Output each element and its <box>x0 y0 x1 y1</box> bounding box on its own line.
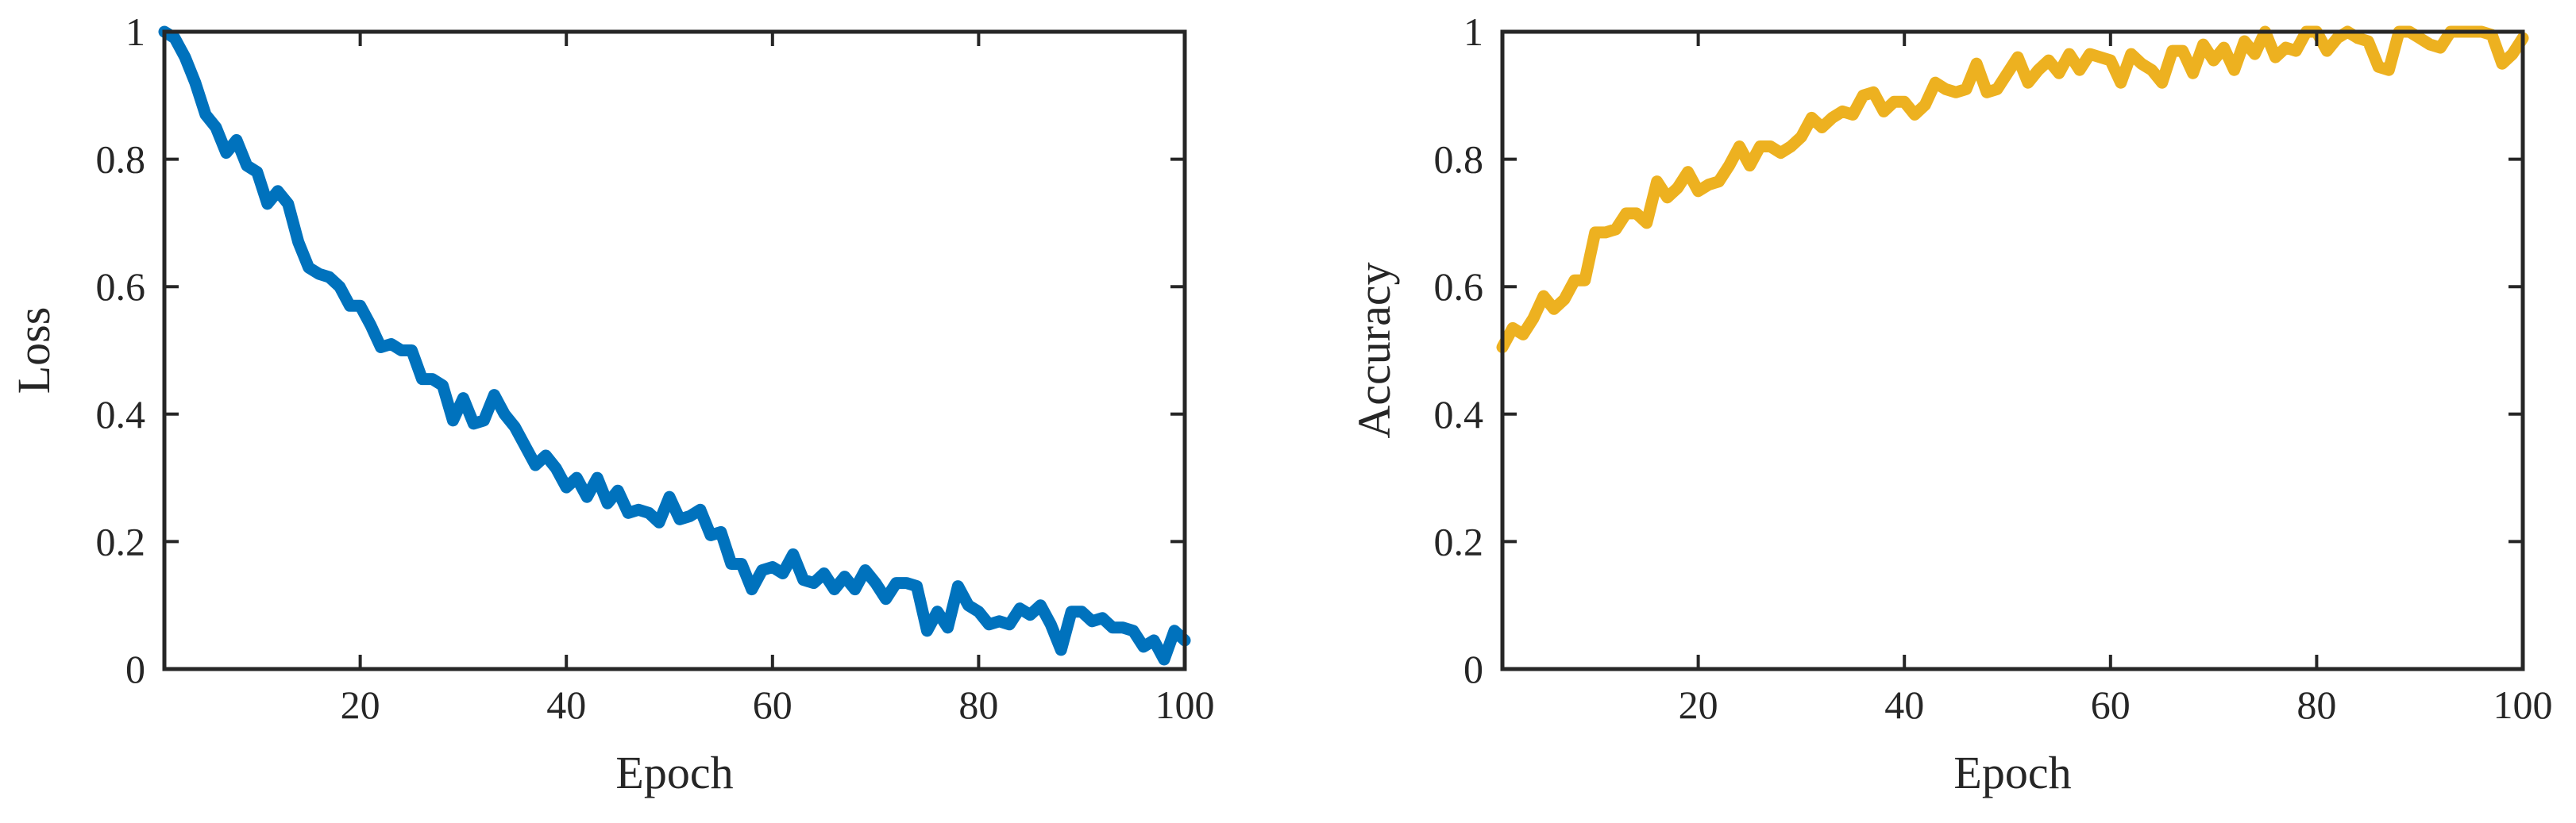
loss-x-tick-label: 100 <box>1155 683 1215 727</box>
loss-x-tick-label: 20 <box>341 683 380 727</box>
loss-y-tick-label: 0 <box>125 647 145 691</box>
accuracy-series-line <box>1496 25 2529 353</box>
loss-series-line <box>158 25 1191 666</box>
accuracy-x-tick-label: 60 <box>2091 683 2131 727</box>
loss-chart: 20 40 60 80 100 0 0.2 0.4 0.6 0.8 1 Epoch Loss <box>8 10 1215 798</box>
accuracy-y-tick-label: 1 <box>1463 10 1483 54</box>
accuracy-y-tick-label: 0.2 <box>1434 519 1484 563</box>
loss-x-axis-label: Epoch <box>615 747 733 798</box>
accuracy-y-tick-label: 0.8 <box>1434 137 1484 182</box>
accuracy-chart: 20 40 60 80 100 0 0.2 0.4 0.6 0.8 1 Epoch Accuracy <box>1348 10 2553 798</box>
loss-x-tick-label: 80 <box>958 683 998 727</box>
accuracy-y-axis-label: Accuracy <box>1348 262 1400 438</box>
accuracy-y-tick-label: 0 <box>1463 647 1483 691</box>
accuracy-y-tick-label: 0.6 <box>1434 264 1484 309</box>
loss-y-tick-label: 1 <box>125 10 145 54</box>
loss-y-tick-label: 0.4 <box>96 392 146 436</box>
accuracy-y-tick-label: 0.4 <box>1434 392 1484 436</box>
loss-y-tick-label: 0.2 <box>96 519 146 563</box>
loss-y-tick-label: 0.6 <box>96 264 146 309</box>
loss-x-tick-label: 60 <box>753 683 792 727</box>
loss-axes-frame <box>162 29 1187 671</box>
accuracy-x-tick-label: 100 <box>2493 683 2553 727</box>
loss-x-tick-label: 40 <box>546 683 586 727</box>
accuracy-x-tick-label: 80 <box>2296 683 2336 727</box>
accuracy-x-tick-label: 40 <box>1884 683 1924 727</box>
loss-y-tick-label: 0.8 <box>96 137 146 182</box>
accuracy-x-tick-label: 20 <box>1679 683 1718 727</box>
accuracy-axes-frame <box>1500 29 2525 671</box>
accuracy-x-axis-label: Epoch <box>1953 747 2071 798</box>
loss-y-axis-label: Loss <box>8 307 60 394</box>
